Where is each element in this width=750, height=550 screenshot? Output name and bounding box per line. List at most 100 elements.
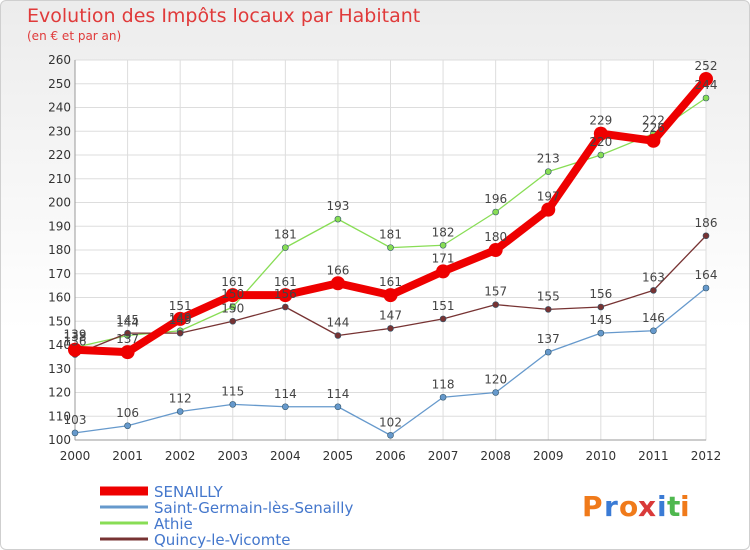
data-point	[229, 303, 237, 311]
data-point	[544, 306, 552, 313]
data-label: 196	[484, 192, 507, 206]
data-label: 164	[695, 268, 718, 282]
y-tick-label: 150	[48, 314, 71, 328]
y-tick-label: 250	[48, 77, 71, 91]
data-label: 161	[379, 275, 402, 289]
y-tick-label: 140	[48, 338, 71, 352]
data-point	[597, 329, 605, 337]
chart-title: Evolution des Impôts locaux par Habitant	[27, 5, 421, 27]
data-point	[387, 431, 394, 439]
logo-letter: x	[638, 490, 656, 523]
data-point	[176, 329, 184, 337]
data-label: 112	[169, 392, 192, 406]
data-label: 145	[116, 313, 139, 327]
y-tick-label: 240	[48, 101, 71, 115]
data-label: 244	[695, 78, 718, 92]
data-point	[597, 303, 605, 311]
data-label: 150	[221, 301, 244, 315]
data-point	[282, 403, 289, 411]
data-label: 182	[432, 225, 455, 239]
data-point	[699, 72, 713, 86]
data-label: 252	[695, 59, 718, 73]
data-point	[229, 317, 237, 325]
logo-letter: t	[667, 490, 680, 523]
data-label: 180	[484, 230, 507, 244]
x-tick-label: 2005	[323, 449, 354, 463]
legend: SENAILLYSaint-Germain-lès-SenaillyAthieQ…	[100, 483, 353, 549]
x-tick-label: 2004	[270, 449, 301, 463]
logo-letter: P	[582, 490, 603, 523]
data-point	[124, 329, 131, 337]
data-point	[330, 276, 345, 291]
data-point	[173, 311, 188, 326]
data-label: 106	[116, 406, 139, 420]
data-label: 226	[642, 121, 665, 135]
data-label: 102	[379, 415, 402, 429]
data-label: 118	[432, 377, 455, 391]
x-tick-label: 2012	[691, 449, 722, 463]
axes: 100 110 120 130 140 150 160 170 180 190 200 210 220 2…	[48, 53, 721, 463]
data-label: 156	[589, 287, 612, 301]
data-label: 114	[274, 387, 297, 401]
data-labels: 138 137 151 161 161 166 161 171 180 197 229 226 252 1…	[64, 59, 718, 429]
data-label: 151	[432, 299, 455, 313]
y-tick-label: 160	[48, 291, 71, 305]
data-label: 137	[116, 332, 139, 346]
data-label: 103	[64, 413, 87, 427]
data-point	[650, 287, 657, 294]
data-label: 186	[695, 216, 718, 230]
data-label: 150	[221, 287, 244, 301]
y-tick-label: 200	[48, 196, 71, 210]
x-tick-label: 2010	[586, 449, 617, 463]
data-point	[225, 288, 240, 303]
data-label: 136	[64, 335, 87, 349]
data-point	[436, 264, 451, 279]
data-point	[597, 151, 605, 159]
data-label: 193	[326, 199, 349, 213]
data-label: 213	[537, 152, 560, 166]
data-point	[492, 208, 499, 216]
series	[68, 72, 713, 439]
data-point	[71, 429, 79, 437]
x-tick-label: 2009	[533, 449, 564, 463]
legend-label: SENAILLY	[154, 483, 224, 501]
data-label: 156	[274, 287, 297, 301]
data-label: 171	[432, 251, 455, 265]
data-point	[439, 393, 447, 401]
data-label: 144	[116, 316, 139, 330]
data-point	[334, 403, 342, 411]
x-tick-label: 2002	[165, 449, 196, 463]
data-point	[124, 422, 131, 430]
x-tick-label: 2000	[60, 449, 91, 463]
x-tick-label: 2003	[217, 449, 248, 463]
data-label: 151	[169, 299, 192, 313]
data-label: 144	[326, 316, 349, 330]
y-tick-label: 130	[48, 362, 71, 376]
data-label: 197	[537, 190, 560, 204]
data-label: 139	[64, 327, 87, 341]
logo-letter: i	[657, 490, 667, 523]
data-point	[278, 288, 293, 303]
data-point	[439, 315, 447, 323]
data-point	[334, 215, 342, 223]
data-label: 146	[642, 311, 665, 325]
data-point	[387, 325, 394, 332]
data-label: 155	[537, 289, 560, 303]
data-point	[282, 244, 289, 251]
data-label: 220	[589, 135, 612, 149]
y-tick-label: 100	[48, 433, 71, 447]
data-point	[650, 327, 657, 335]
data-point	[68, 342, 82, 357]
data-point	[229, 401, 237, 408]
chart-subtitle: (en € et par an)	[27, 29, 122, 43]
data-point	[541, 202, 556, 217]
data-label: 181	[379, 228, 402, 242]
x-tick-label: 2008	[480, 449, 511, 463]
data-label: 181	[274, 228, 297, 242]
data-label: 114	[326, 387, 349, 401]
data-label: 120	[484, 373, 507, 387]
data-point	[176, 408, 184, 415]
data-point	[492, 389, 499, 396]
